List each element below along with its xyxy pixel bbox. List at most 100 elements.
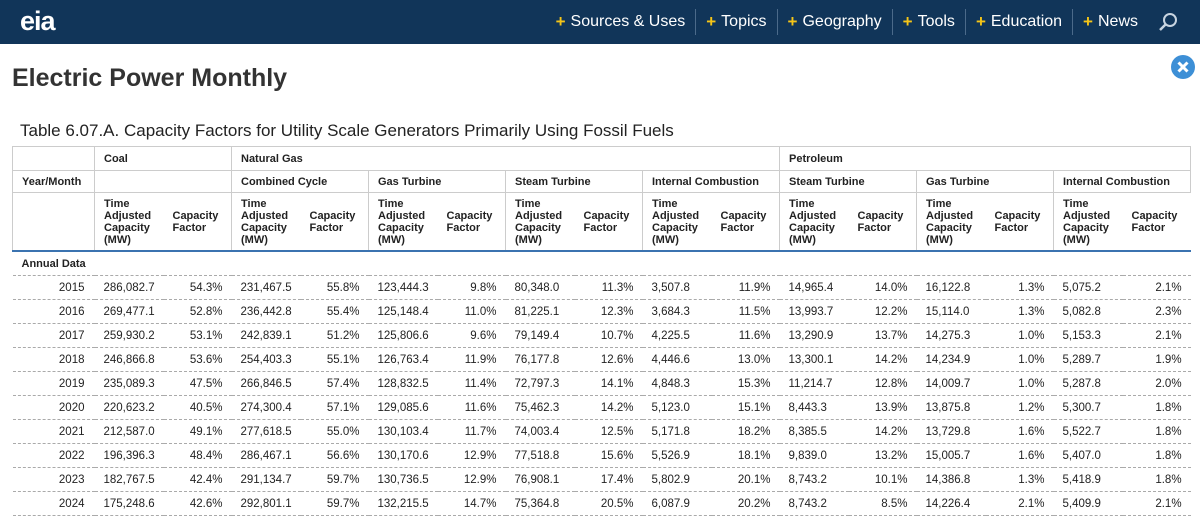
data-cell: 212,587.0: [94, 419, 164, 444]
data-cell: 286,467.1: [231, 443, 301, 468]
close-button[interactable]: [1170, 54, 1196, 80]
data-cell: 11.9%: [437, 347, 506, 372]
year-cell: 2020: [12, 395, 95, 420]
data-cell: 20.1%: [711, 467, 780, 492]
data-cell: 286,082.7: [94, 275, 164, 300]
data-cell: 2.0%: [1122, 371, 1191, 396]
data-cell: 14.2%: [574, 395, 643, 420]
data-row: 2017 259,930.2 53.1% 242,839.1 51.2% 125,806.…: [12, 323, 1191, 348]
data-cell: 10.7%: [574, 323, 643, 348]
data-cell: 266,846.5: [231, 371, 301, 396]
data-cell: 1.8%: [1122, 419, 1191, 444]
data-cell: 175,248.6: [94, 491, 164, 516]
year-cell: 2017: [12, 323, 95, 348]
data-cell: 12.8%: [848, 371, 917, 396]
nav-item[interactable]: + News: [1072, 9, 1148, 35]
data-cell: 14,965.4: [779, 275, 849, 300]
year-cell: 2023: [12, 467, 95, 492]
data-cell: 14,386.8: [916, 467, 986, 492]
data-cell: 6,087.9: [642, 491, 712, 516]
year-cell: 2024: [12, 491, 95, 516]
data-cell: 8,743.2: [779, 467, 849, 492]
data-cell: 1.3%: [985, 467, 1054, 492]
data-cell: 12.9%: [437, 443, 506, 468]
data-cell: 196,396.3: [94, 443, 164, 468]
data-cell: 11.0%: [437, 299, 506, 324]
data-cell: 291,134.7: [231, 467, 301, 492]
data-cell: 9.8%: [437, 275, 506, 300]
section-label: Annual Data: [12, 251, 1191, 276]
data-cell: 54.3%: [163, 275, 232, 300]
data-cell: 55.4%: [300, 299, 369, 324]
data-cell: 130,103.4: [368, 419, 438, 444]
data-cell: 130,170.6: [368, 443, 438, 468]
data-cell: 53.6%: [163, 347, 232, 372]
year-cell: 2018: [12, 347, 95, 372]
data-cell: 11.9%: [711, 275, 780, 300]
data-cell: 220,623.2: [94, 395, 164, 420]
data-cell: 8.5%: [848, 491, 917, 516]
nav-item[interactable]: + Tools: [891, 9, 965, 35]
nav-item[interactable]: + Geography: [776, 9, 892, 35]
header-row: Year/Month Combined Cycle Gas Turbine Steam…: [12, 170, 1192, 193]
search-icon[interactable]: [1158, 11, 1180, 33]
data-cell: 5,409.9: [1053, 491, 1123, 516]
data-cell: 246,866.8: [94, 347, 164, 372]
data-row: 2016 269,477.1 52.8% 236,442.8 55.4% 125,148.…: [12, 299, 1191, 324]
data-table: Coal Natural Gas Petroleum Year/Month Combin…: [12, 146, 1192, 516]
data-cell: 18.1%: [711, 443, 780, 468]
nav-item[interactable]: + Sources & Uses: [546, 9, 696, 35]
nav-item[interactable]: + Education: [964, 9, 1072, 35]
column-header: Capacity Factor: [848, 192, 917, 252]
data-cell: 8,385.5: [779, 419, 849, 444]
subgroup-header: Steam Turbine: [505, 170, 643, 193]
data-cell: 76,908.1: [505, 467, 575, 492]
nav-item[interactable]: + Topics: [695, 9, 776, 35]
data-cell: 12.9%: [437, 467, 506, 492]
subgroup-header: Gas Turbine: [916, 170, 1054, 193]
data-cell: 1.9%: [1122, 347, 1191, 372]
column-header: Time Adjusted Capacity (MW): [779, 192, 849, 252]
data-cell: 11,214.7: [779, 371, 849, 396]
nav-label: Sources & Uses: [570, 13, 686, 30]
header-row: Time Adjusted Capacity (MW) Capacity Fact…: [12, 192, 1191, 252]
data-cell: 57.1%: [300, 395, 369, 420]
data-cell: 5,802.9: [642, 467, 712, 492]
data-cell: 13.0%: [711, 347, 780, 372]
data-cell: 77,518.8: [505, 443, 575, 468]
data-cell: 2.3%: [1122, 299, 1191, 324]
column-header: Capacity Factor: [711, 192, 780, 252]
column-header: Capacity Factor: [985, 192, 1054, 252]
year-header: Year/Month: [12, 170, 95, 193]
data-cell: 4,848.3: [642, 371, 712, 396]
subgroup-header: Internal Combustion: [1052, 170, 1192, 193]
data-cell: 15.6%: [574, 443, 643, 468]
data-cell: 2.1%: [1122, 323, 1191, 348]
data-cell: 3,684.3: [642, 299, 712, 324]
data-cell: 8,743.2: [779, 491, 849, 516]
data-cell: 56.6%: [300, 443, 369, 468]
data-cell: 125,806.6: [368, 323, 438, 348]
data-cell: 75,462.3: [505, 395, 575, 420]
data-cell: 12.5%: [574, 419, 643, 444]
data-row: 2021 212,587.0 49.1% 277,618.5 55.0% 130,103.…: [12, 419, 1191, 444]
column-header: Time Adjusted Capacity (MW): [231, 192, 301, 252]
data-cell: 13,729.8: [916, 419, 986, 444]
data-cell: 10.1%: [848, 467, 917, 492]
data-cell: 15.1%: [711, 395, 780, 420]
column-header: Time Adjusted Capacity (MW): [1053, 192, 1123, 252]
data-cell: 5,300.7: [1053, 395, 1123, 420]
data-cell: 5,407.0: [1053, 443, 1123, 468]
data-cell: 11.3%: [574, 275, 643, 300]
data-cell: 3,507.8: [642, 275, 712, 300]
data-cell: 15.3%: [711, 371, 780, 396]
nav-label: Tools: [917, 13, 955, 30]
data-cell: 2.1%: [1122, 275, 1191, 300]
column-header: Time Adjusted Capacity (MW): [916, 192, 986, 252]
data-cell: 59.7%: [300, 491, 369, 516]
data-cell: 1.8%: [1122, 467, 1191, 492]
data-cell: 49.1%: [163, 419, 232, 444]
data-cell: 4,225.5: [642, 323, 712, 348]
logo[interactable]: eia: [20, 6, 56, 36]
data-cell: 5,123.0: [642, 395, 712, 420]
